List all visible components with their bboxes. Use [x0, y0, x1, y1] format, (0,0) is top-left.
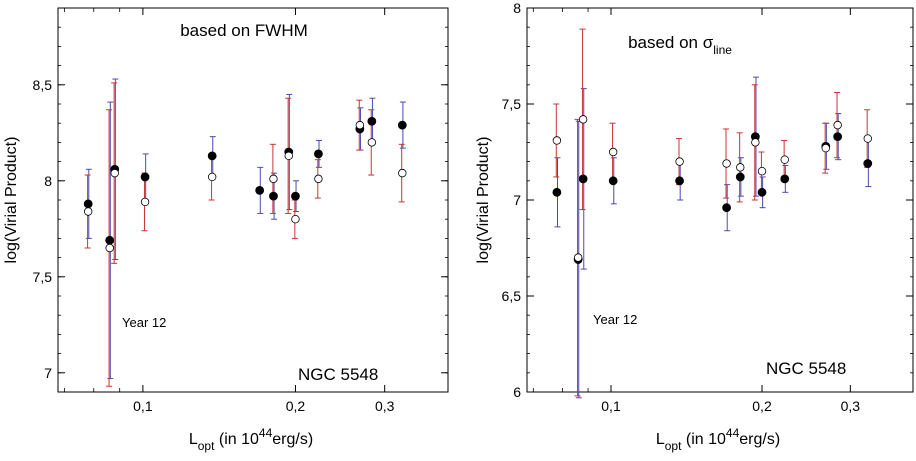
- data-point-filled: [269, 191, 278, 201]
- data-point-open: [780, 155, 789, 164]
- data-point-filled: [314, 149, 323, 159]
- data-point-open: [863, 134, 872, 143]
- data-point-open: [608, 147, 618, 157]
- data-point-open: [833, 120, 842, 130]
- x-axis-label-rest-after-sup: erg/s): [739, 431, 780, 448]
- y-axis-label: log(Virial Product): [3, 137, 20, 264]
- x-axis-label-main: L: [189, 431, 198, 448]
- data-point-filled: [780, 174, 790, 184]
- chart-panel-2: 6 6,5 7 7,5 8 0,1 0,2 0,3 based on σline Year 12 N…: [475, 0, 914, 453]
- x-tick-label: 0,3: [841, 398, 861, 414]
- data-point-filled: [757, 187, 767, 197]
- annotation-object: NGC 5548: [766, 359, 846, 378]
- y-tick-label: 7,5: [33, 269, 53, 285]
- data-point-open: [757, 166, 767, 176]
- y-tick-label: 7: [513, 192, 521, 208]
- x-tick-label: 0,1: [601, 398, 621, 414]
- y-tick-label: 8,5: [33, 77, 53, 93]
- plot-frame: [526, 7, 914, 393]
- annotation-object: NGC 5548: [298, 365, 378, 384]
- series-open: [553, 28, 871, 397]
- plot-frame: [57, 7, 449, 393]
- data-point-filled: [578, 174, 588, 184]
- x-axis-label-sup: 44: [726, 426, 740, 440]
- data-point-filled: [735, 172, 745, 182]
- markers-open: [83, 120, 407, 253]
- x-axis-label-rest-before-sup: (in 10: [214, 431, 259, 448]
- y-tick-label: 7,5: [502, 96, 522, 112]
- data-point-open: [675, 157, 684, 166]
- markers-open: [552, 115, 872, 262]
- markers-filled: [83, 116, 407, 245]
- y-tick-label: 8: [44, 173, 52, 189]
- x-tick-label: 0,2: [286, 398, 306, 414]
- x-tick-label: 0,3: [375, 398, 395, 414]
- data-point-filled: [83, 199, 93, 209]
- data-point-filled: [207, 151, 217, 161]
- data-point-filled: [552, 187, 562, 197]
- data-point-open: [552, 136, 562, 145]
- data-point-open: [83, 207, 93, 216]
- y-tick-label: 7: [44, 365, 52, 381]
- annotation-year: Year 12: [122, 315, 166, 330]
- data-point-filled: [140, 172, 150, 182]
- x-axis-label-rest-after-sup: erg/s): [272, 431, 313, 448]
- x-axis-label-sup: 44: [259, 426, 273, 440]
- x-axis-label-main: L: [656, 431, 665, 448]
- chart-title: based on σline: [628, 33, 732, 57]
- x-axis-label: Lopt (in 1044erg/s): [656, 426, 780, 453]
- annotation-year: Year 12: [593, 312, 637, 327]
- x-axis-label-sub: opt: [665, 439, 682, 453]
- series-filled: [554, 76, 872, 399]
- x-axis-label-sub: opt: [198, 439, 215, 453]
- x-tick-label: 0,2: [752, 398, 772, 414]
- data-point-open: [722, 159, 731, 168]
- data-point-open: [751, 138, 760, 147]
- x-tick-label: 0,1: [133, 398, 153, 414]
- chart-title: based on FWHM: [180, 21, 308, 40]
- chart-title-sub: line: [713, 43, 732, 57]
- chart-title-main: based on σ: [628, 33, 714, 52]
- data-point-open: [207, 172, 217, 182]
- data-point-filled: [722, 203, 732, 213]
- data-point-filled: [675, 176, 684, 186]
- data-point-filled: [291, 191, 300, 201]
- data-point-filled: [367, 116, 377, 126]
- y-tick-label: 8: [513, 0, 521, 16]
- data-point-filled: [863, 159, 873, 168]
- markers-filled: [552, 132, 873, 264]
- data-point-filled: [833, 132, 843, 142]
- data-point-open: [578, 115, 588, 124]
- y-tick-label: 6,5: [502, 288, 522, 304]
- data-point-open: [821, 143, 830, 153]
- x-axis-label: Lopt (in 1044erg/s): [189, 426, 313, 453]
- data-point-open: [284, 151, 293, 161]
- data-point-filled: [397, 120, 407, 130]
- data-point-filled: [255, 185, 265, 195]
- data-point-open: [105, 243, 114, 253]
- data-point-open: [291, 214, 300, 224]
- data-point-open: [398, 168, 407, 178]
- data-point-open: [573, 253, 583, 262]
- data-point-open: [140, 197, 150, 207]
- data-point-open: [355, 120, 365, 130]
- data-point-open: [314, 174, 323, 184]
- chart-panel-1: 7 7,5 8 8,5 0,1 0,2 0,3 based on FWHM Year 12 NGC…: [3, 7, 449, 453]
- y-tick-label: 6: [513, 384, 521, 400]
- data-point-open: [367, 138, 377, 147]
- data-point-open: [110, 168, 119, 178]
- y-axis-label: log(Virial Product): [475, 137, 492, 264]
- x-axis-label-rest-before-sup: (in 10: [681, 431, 726, 448]
- data-point-open: [269, 174, 278, 184]
- data-point-open: [736, 163, 745, 172]
- data-point-filled: [608, 176, 618, 186]
- data-point-filled: [105, 235, 115, 245]
